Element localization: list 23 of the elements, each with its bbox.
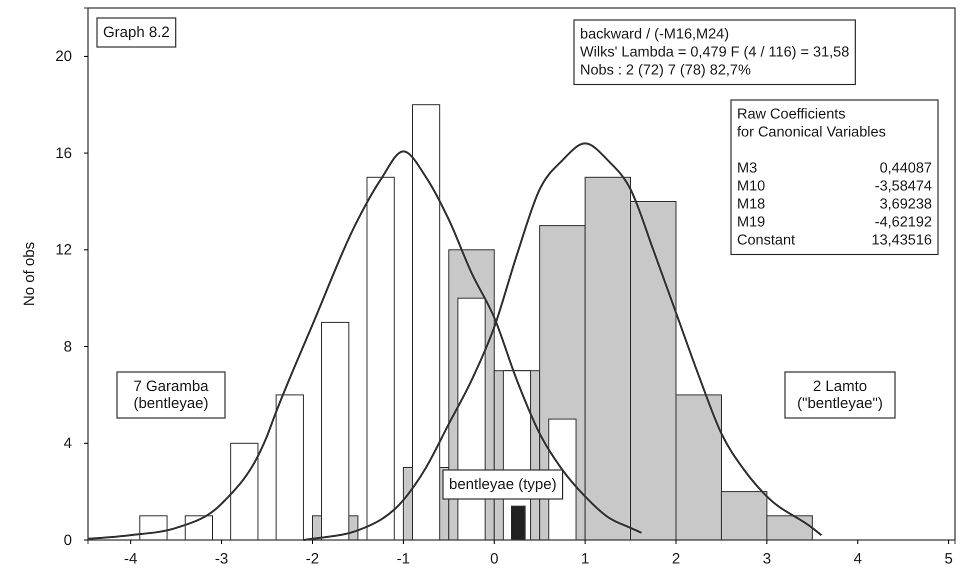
y-tick-label: 20 xyxy=(55,48,72,66)
x-tick-label: 2 xyxy=(672,550,680,568)
x-tick-label: -3 xyxy=(214,550,228,568)
x-tick-label: -2 xyxy=(306,550,320,568)
x-tick-label: 3 xyxy=(762,550,772,568)
y-tick-label: 0 xyxy=(64,532,72,549)
x-tick-label: 4 xyxy=(854,550,862,568)
text: Graph 8.2 xyxy=(103,24,170,41)
y-tick-label: 8 xyxy=(64,338,72,356)
y-axis-title: No of obs xyxy=(21,242,38,306)
annotation: backward / (-M16,M24) Wilks' Lambda = 0,479 F (4 / 116) = 31,58 Nobs : 2 (72) 7 (78) 82,7% xyxy=(580,26,850,78)
text: 2 Lamto ("bentleyae") xyxy=(797,378,883,412)
y-tick-label: 16 xyxy=(55,144,72,162)
x-tick-label: -4 xyxy=(124,550,138,568)
series-label: bentleyae (type) xyxy=(449,476,557,493)
x-tick-label: -1 xyxy=(396,550,410,568)
x-tick-label: 5 xyxy=(944,550,953,568)
y-tick-label: 12 xyxy=(55,242,72,259)
text: Raw Coefficients for Canonical Variables M3 0,44087 M10 -3,58474 M18 3,69238 M19 -4,62192 Constant 13,43516 xyxy=(737,106,932,248)
x-tick-label: 1 xyxy=(580,550,590,568)
x-tick-label: 0 xyxy=(490,550,498,568)
y-tick-label: 4 xyxy=(64,435,72,452)
text: 7 Garamba (bentleyae) xyxy=(133,378,210,412)
